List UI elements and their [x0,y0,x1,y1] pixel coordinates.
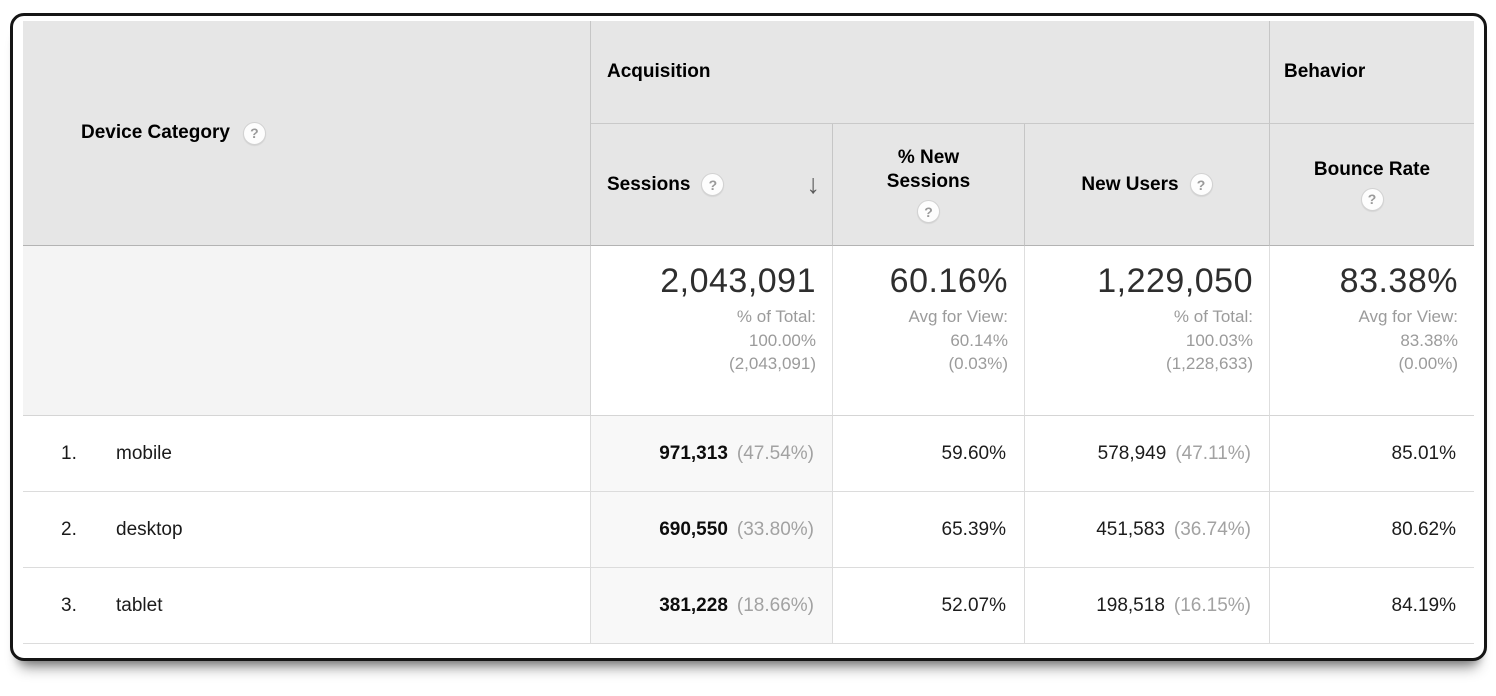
new-users-pct: (47.11%) [1175,442,1251,464]
table-row-dimension: 1. mobile [23,416,591,492]
summary-new-users: 1,229,050 % of Total: 100.03% (1,228,633… [1025,246,1270,416]
bounce-rate-total: 83.38% [1339,262,1458,300]
new-users-cell: 578,949 (47.11%) [1025,416,1270,492]
bounce-rate-cell: 80.62% [1270,492,1474,568]
pct-new-sessions-label: % New Sessions [886,146,971,192]
new-users-pct: (16.15%) [1173,594,1251,616]
pct-new-sessions-value: 65.39% [941,518,1006,540]
help-icon[interactable]: ? [701,173,725,196]
sessions-value: 971,313 [659,442,728,464]
sessions-pct: (18.66%) [736,594,814,616]
table-row-dimension: 3. tablet [23,568,591,644]
pct-new-sessions-value: 52.07% [941,594,1006,616]
pct-new-sessions-total-detail: Avg for View: 60.14% (0.03%) [908,307,1008,373]
sessions-cell: 381,228 (18.66%) [591,568,833,644]
new-users-value: 451,583 [1096,518,1165,540]
bounce-rate-label: Bounce Rate [1313,158,1431,180]
row-label: mobile [116,442,172,464]
pct-new-sessions-cell: 59.60% [833,416,1025,492]
column-header-new-users[interactable]: New Users ? [1025,124,1270,246]
summary-sessions: 2,043,091 % of Total: 100.00% (2,043,091… [591,246,833,416]
column-header-device-category[interactable]: Device Category ? [23,21,591,246]
sessions-total: 2,043,091 [660,262,816,300]
screenshot-frame: Device Category ? Acquisition Behavior S… [10,13,1487,661]
column-header-bounce-rate[interactable]: Bounce Rate ? [1270,124,1474,246]
pct-new-sessions-total: 60.16% [889,262,1008,300]
sessions-cell: 690,550 (33.80%) [591,492,833,568]
bounce-rate-total-detail: Avg for View: 83.38% (0.00%) [1358,307,1458,373]
row-index: 2. [61,518,77,540]
new-users-label: New Users [1081,173,1179,195]
sessions-total-detail: % of Total: 100.00% (2,043,091) [729,307,816,373]
sessions-cell: 971,313 (47.54%) [591,416,833,492]
group-header-acquisition: Acquisition [591,21,1270,124]
analytics-table: Device Category ? Acquisition Behavior S… [23,21,1474,644]
summary-dimension-cell [23,246,591,416]
row-index: 3. [61,594,77,616]
new-users-value: 578,949 [1097,442,1167,464]
pct-new-sessions-cell: 65.39% [833,492,1025,568]
help-icon[interactable]: ? [917,200,940,224]
summary-bounce-rate: 83.38% Avg for View: 83.38% (0.00%) [1270,246,1474,416]
acquisition-label: Acquisition [607,61,711,82]
new-users-value: 198,518 [1096,594,1165,616]
sessions-label: Sessions [607,173,691,195]
sort-desc-arrow-icon: ↓ [806,169,821,199]
row-label: tablet [116,594,163,616]
behavior-label: Behavior [1284,61,1366,82]
sessions-pct: (47.54%) [736,442,814,464]
column-header-pct-new-sessions[interactable]: % New Sessions ? [833,124,1025,246]
bounce-rate-cell: 85.01% [1270,416,1474,492]
new-users-pct: (36.74%) [1173,518,1251,540]
help-icon[interactable]: ? [1189,173,1213,196]
row-index: 1. [61,442,77,464]
new-users-total: 1,229,050 [1097,262,1253,300]
column-header-sessions[interactable]: Sessions ? ↓ [591,124,833,246]
bounce-rate-value: 84.19% [1391,594,1456,616]
bounce-rate-cell: 84.19% [1270,568,1474,644]
new-users-cell: 198,518 (16.15%) [1025,568,1270,644]
device-category-label: Device Category [81,122,230,143]
table-row-dimension: 2. desktop [23,492,591,568]
bounce-rate-value: 85.01% [1391,442,1456,464]
pct-new-sessions-cell: 52.07% [833,568,1025,644]
pct-new-sessions-value: 59.60% [941,442,1006,464]
help-icon[interactable]: ? [1360,187,1384,211]
new-users-total-detail: % of Total: 100.03% (1,228,633) [1166,307,1253,373]
help-icon[interactable]: ? [242,121,266,145]
bounce-rate-value: 80.62% [1391,518,1456,540]
group-header-behavior: Behavior [1270,21,1474,124]
sessions-value: 690,550 [659,518,728,540]
summary-pct-new-sessions: 60.16% Avg for View: 60.14% (0.03%) [833,246,1025,416]
sessions-value: 381,228 [659,594,728,616]
sessions-pct: (33.80%) [736,518,814,540]
new-users-cell: 451,583 (36.74%) [1025,492,1270,568]
row-label: desktop [116,518,183,540]
